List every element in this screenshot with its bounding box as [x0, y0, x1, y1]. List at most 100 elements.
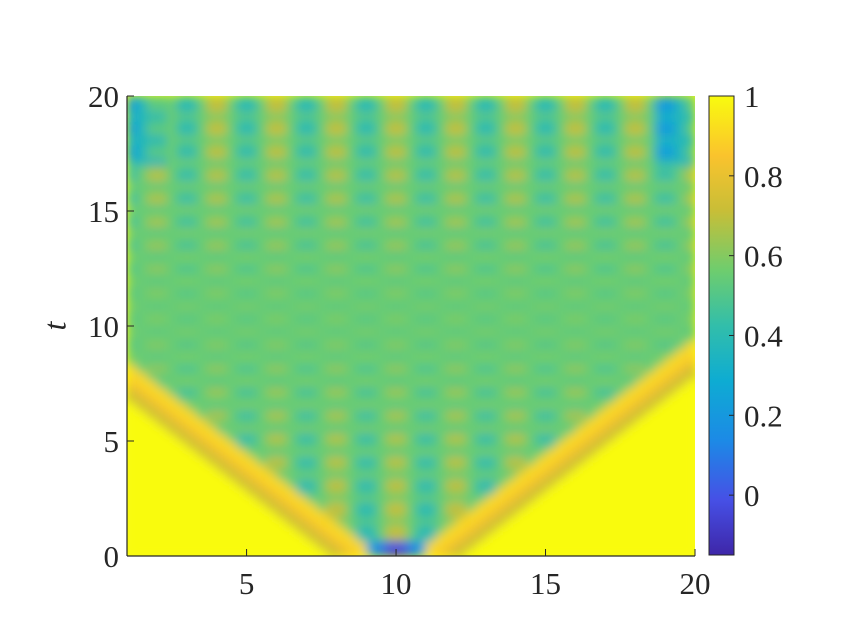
- heatmap-cell: [366, 372, 377, 381]
- heatmap-cell: [645, 349, 656, 358]
- heatmap-cell: [585, 111, 596, 120]
- heatmap-cell: [376, 540, 387, 549]
- heatmap-cell: [386, 287, 397, 296]
- heatmap-cell: [455, 502, 467, 511]
- heatmap-cell: [366, 126, 377, 135]
- heatmap-cell: [685, 180, 695, 189]
- heatmap-cell: [226, 487, 238, 496]
- heatmap-cell: [226, 333, 238, 342]
- heatmap-cell: [286, 479, 297, 488]
- heatmap-cell: [645, 418, 656, 427]
- heatmap-cell: [685, 142, 695, 151]
- heatmap-cell: [585, 241, 596, 250]
- heatmap-cell: [475, 257, 487, 266]
- heatmap-cell: [435, 188, 447, 197]
- heatmap-cell: [286, 249, 297, 258]
- heatmap-cell: [386, 257, 397, 266]
- heatmap-cell: [575, 326, 586, 335]
- heatmap-cell: [246, 494, 258, 503]
- heatmap-cell: [246, 479, 258, 488]
- heatmap-cell: [595, 418, 606, 427]
- heatmap-cell: [127, 249, 138, 258]
- heatmap-cell: [585, 310, 596, 319]
- heatmap-cell: [465, 540, 477, 549]
- heatmap-cell: [485, 387, 497, 396]
- heatmap-cell: [316, 356, 327, 365]
- heatmap-cell: [425, 441, 437, 450]
- heatmap-cell: [515, 425, 527, 434]
- heatmap-cell: [336, 272, 347, 281]
- heatmap-cell: [565, 226, 577, 235]
- heatmap-cell: [535, 287, 547, 296]
- heatmap-cell: [406, 249, 417, 258]
- heatmap-cell: [136, 425, 148, 434]
- heatmap-cell: [296, 188, 307, 197]
- heatmap-cell: [595, 295, 606, 304]
- heatmap-cell: [146, 203, 158, 212]
- heatmap-cell: [236, 142, 248, 151]
- heatmap-cell: [216, 540, 228, 549]
- heatmap-cell: [366, 142, 377, 151]
- heatmap-cell: [226, 379, 238, 388]
- heatmap-cell: [635, 272, 646, 281]
- heatmap-cell: [236, 533, 248, 542]
- heatmap-cell: [635, 326, 646, 335]
- heatmap-cell: [206, 226, 218, 235]
- heatmap-cell: [645, 126, 656, 135]
- heatmap-cell: [555, 318, 567, 327]
- heatmap-cell: [226, 103, 238, 112]
- heatmap-cell: [176, 234, 188, 243]
- heatmap-cell: [186, 303, 198, 312]
- heatmap-cell: [136, 356, 148, 365]
- heatmap-cell: [396, 349, 407, 358]
- heatmap-cell: [246, 540, 258, 549]
- heatmap-cell: [635, 226, 646, 235]
- heatmap-cell: [376, 287, 387, 296]
- heatmap-cell: [166, 103, 178, 112]
- heatmap-cell: [246, 525, 258, 534]
- heatmap-cell: [176, 533, 188, 542]
- heatmap-cell: [406, 533, 417, 542]
- heatmap-cell: [136, 96, 148, 105]
- heatmap-cell: [206, 425, 218, 434]
- heatmap-cell: [505, 257, 517, 266]
- heatmap-cell: [146, 425, 158, 434]
- heatmap-cell: [286, 487, 297, 496]
- heatmap-cell: [216, 333, 228, 342]
- heatmap-cell: [515, 517, 527, 526]
- heatmap-cell: [136, 142, 148, 151]
- heatmap-cell: [186, 211, 198, 220]
- heatmap-cell: [186, 364, 198, 373]
- heatmap-cell: [176, 410, 188, 419]
- heatmap-cell: [216, 165, 228, 174]
- heatmap-cell: [186, 349, 198, 358]
- heatmap-cell: [465, 356, 477, 365]
- heatmap-cell: [615, 433, 626, 442]
- heatmap-cell: [455, 126, 467, 135]
- heatmap-cell: [146, 249, 158, 258]
- heatmap-cell: [196, 533, 208, 542]
- heatmap-cell: [366, 303, 377, 312]
- heatmap-cell: [356, 326, 367, 335]
- heatmap-cell: [635, 364, 646, 373]
- heatmap-cell: [475, 203, 487, 212]
- heatmap-cell: [655, 310, 666, 319]
- heatmap-cell: [675, 533, 686, 542]
- heatmap-cell: [655, 395, 666, 404]
- heatmap-cell: [366, 533, 377, 542]
- heatmap-cell: [605, 533, 616, 542]
- heatmap-cell: [595, 510, 606, 519]
- heatmap-cell: [266, 479, 278, 488]
- heatmap-cell: [445, 149, 457, 158]
- heatmap-cell: [415, 372, 427, 381]
- heatmap-cell: [545, 264, 557, 273]
- heatmap-cell: [445, 234, 457, 243]
- heatmap-cell: [425, 180, 437, 189]
- heatmap-cell: [306, 341, 317, 350]
- heatmap-cell: [156, 188, 168, 197]
- heatmap-cell: [186, 172, 198, 181]
- heatmap-cell: [336, 364, 347, 373]
- heatmap-cell: [465, 287, 477, 296]
- heatmap-cell: [186, 379, 198, 388]
